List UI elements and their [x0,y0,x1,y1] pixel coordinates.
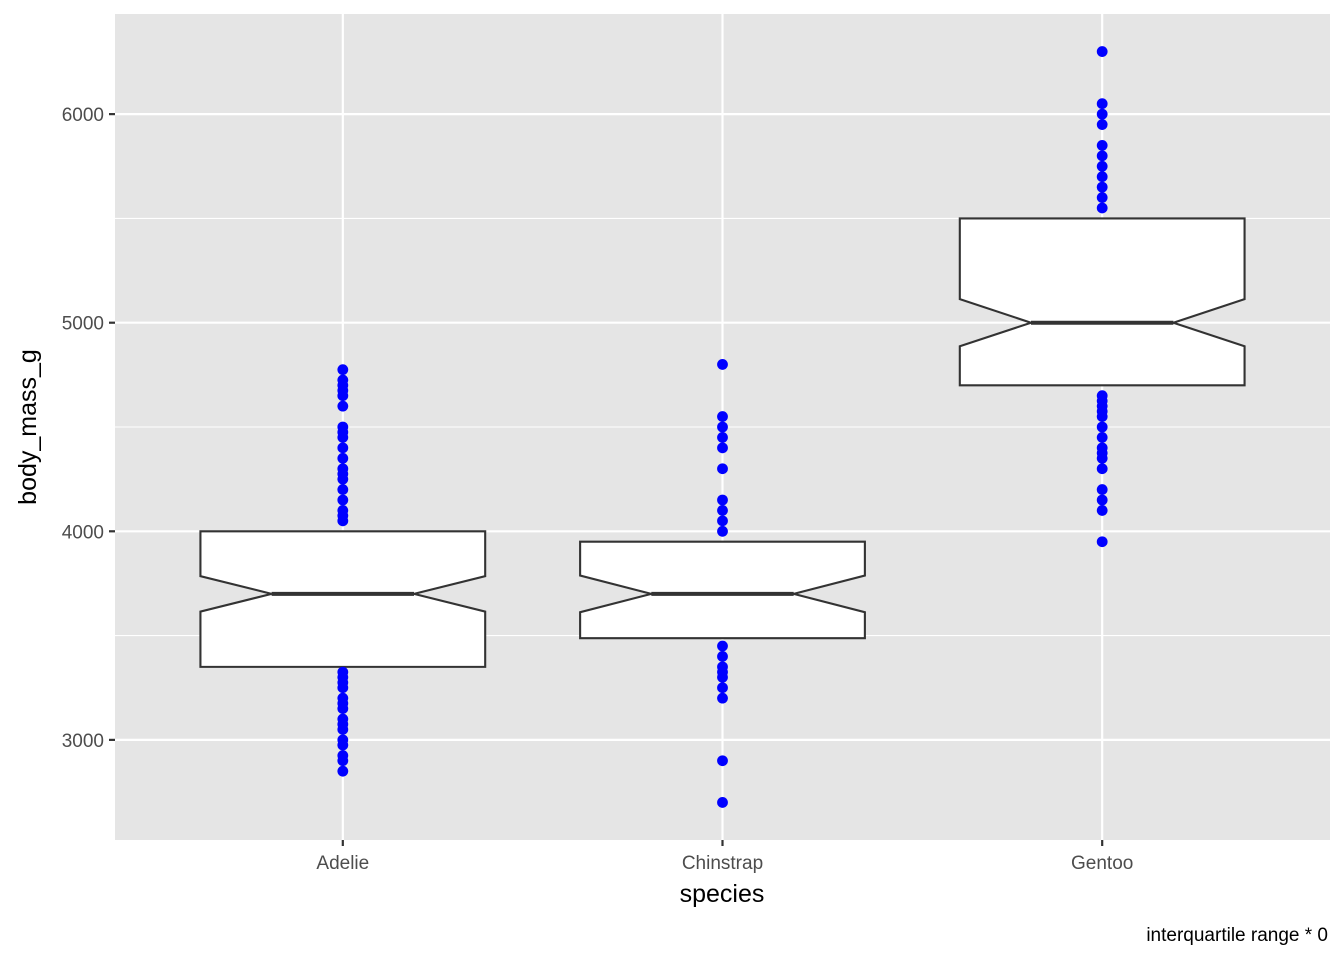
outlier-point [717,359,728,370]
x-tick-label: Adelie [316,853,369,874]
outlier-point [1096,452,1108,464]
x-axis: Adelie Chinstrap Gentoo [316,840,1133,874]
outlier-point [1096,484,1108,495]
box-adelie [199,530,487,668]
outlier-point [337,473,349,485]
outlier-point [717,494,728,506]
outlier-point [717,442,728,454]
y-tick-label: 3000 [62,731,104,752]
box-chinstrap [579,540,866,640]
outlier-point [717,515,728,527]
outlier-point [717,411,728,422]
y-tick-label: 6000 [62,105,104,126]
outlier-point [1096,108,1108,120]
outlier-point [1096,46,1108,57]
outlier-point [1096,98,1108,110]
y-axis-title: body_mass_g [14,349,42,505]
outlier-point [1096,411,1108,422]
outlier-point [1096,536,1108,548]
outlier-point [717,525,728,537]
outlier-point [1096,192,1108,203]
outlier-point [337,442,349,454]
outlier-point [337,682,349,694]
outlier-point [717,463,728,475]
outlier-point [1096,119,1108,130]
outlier-point [717,692,728,704]
outlier-point [1096,150,1108,162]
outlier-point [717,421,728,433]
outlier-point [337,755,349,767]
outlier-point [717,797,728,808]
outlier-point [1096,202,1108,214]
outlier-point [1096,505,1108,516]
outlier-point [337,515,349,527]
outlier-point [337,390,349,402]
outlier-point [337,724,349,735]
caption: interquartile range * 0 [1146,925,1328,946]
outlier-point [337,432,349,443]
x-tick-label: Chinstrap [682,853,763,874]
outlier-point [337,452,349,464]
outlier-point [1096,160,1108,172]
outlier-point [1096,463,1108,475]
outlier-point [337,739,349,751]
outlier-point [717,682,728,694]
outlier-point [337,400,349,412]
x-tick-label: Gentoo [1071,853,1133,874]
y-tick-label: 4000 [62,522,104,543]
outlier-point [1096,181,1108,193]
outlier-point [1096,140,1108,151]
y-tick-label: 5000 [62,314,104,335]
outlier-layer [337,46,1108,808]
outlier-point [717,671,728,683]
outlier-point [717,755,728,767]
outlier-point [337,494,349,506]
outlier-point [337,484,349,495]
outlier-point [1096,421,1108,433]
outlier-point [1096,432,1108,443]
box-layer [199,217,1246,668]
outlier-point [337,703,349,714]
outlier-point [717,432,728,443]
outlier-point [1096,494,1108,506]
x-axis-title: species [680,880,765,908]
outlier-point [717,640,728,652]
outlier-point [1096,171,1108,183]
outlier-point [337,765,349,777]
y-axis: 3000 4000 5000 6000 [62,105,115,752]
box-gentoo [958,217,1246,387]
outlier-point [337,364,349,376]
outlier-point [717,651,728,662]
outlier-point [717,505,728,516]
